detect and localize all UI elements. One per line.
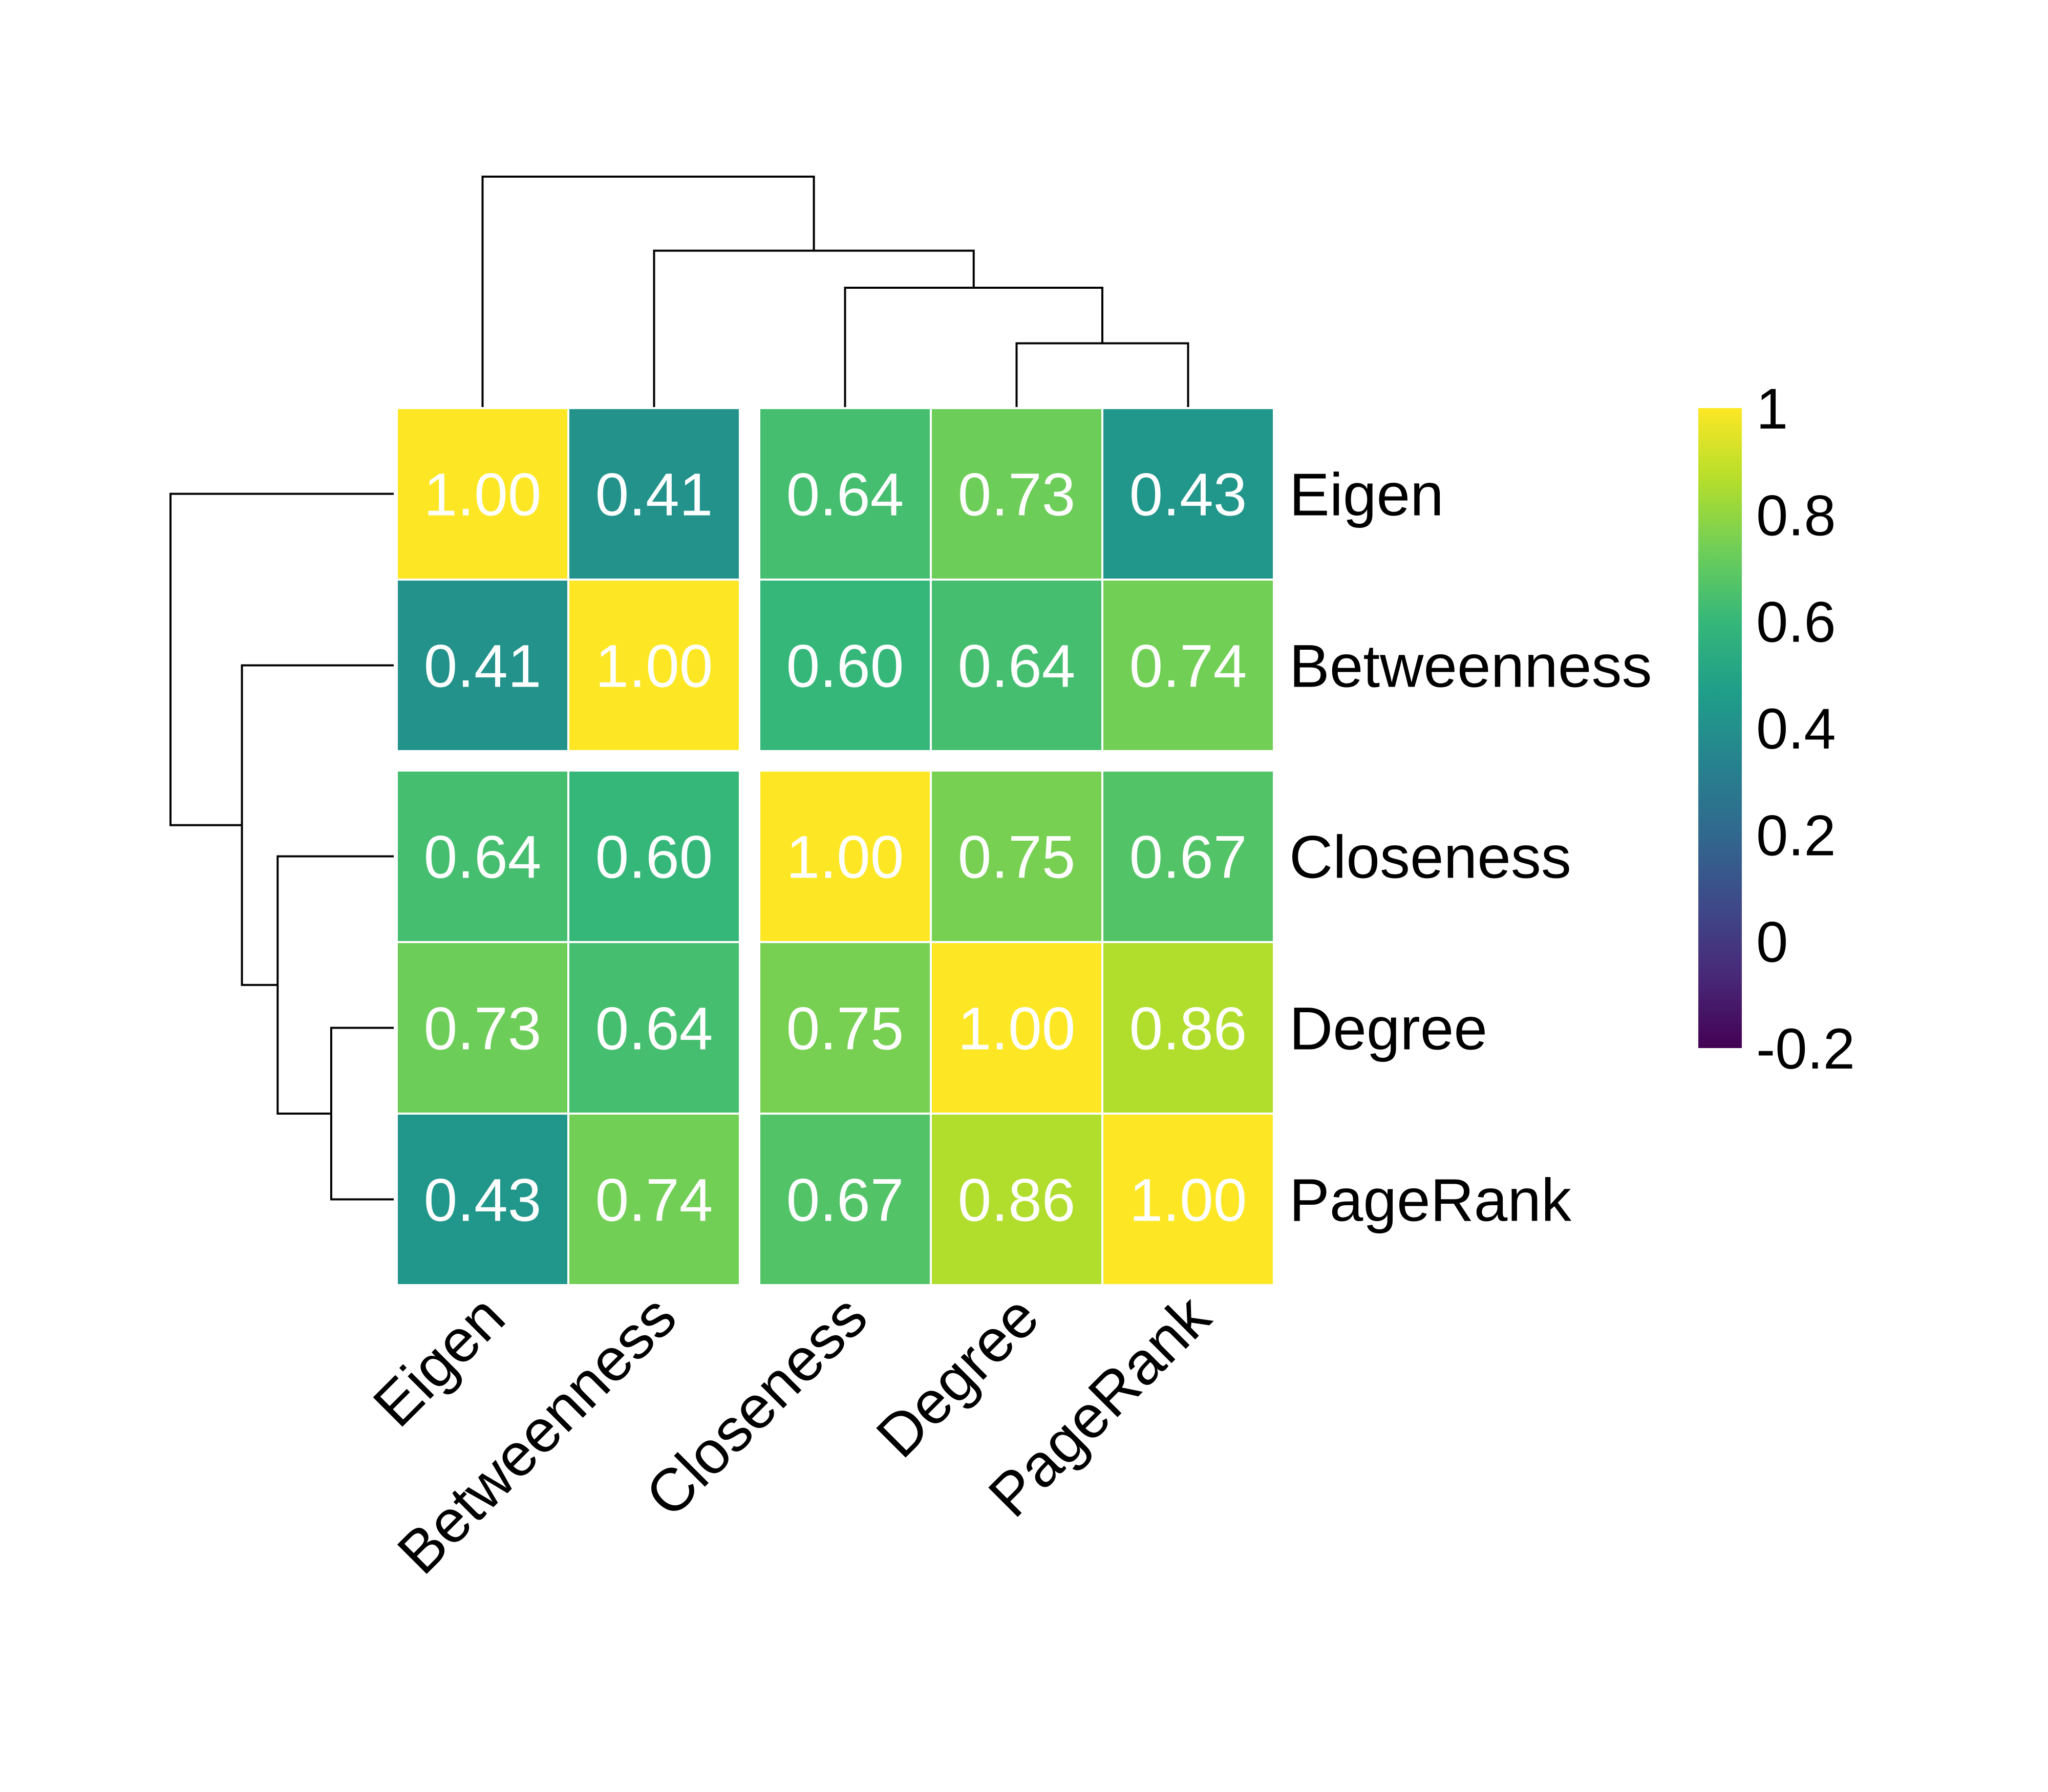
heatmap-cell [758, 1113, 932, 1286]
cell-value-label: 1.00 [958, 995, 1076, 1063]
heatmap-cell [396, 941, 569, 1115]
cell-value-label: 1.00 [1129, 1167, 1247, 1234]
cell-value-label: 0.60 [595, 824, 713, 891]
legend-tick-label: -0.2 [1756, 1017, 1855, 1081]
cell-value-label: 0.67 [1129, 824, 1247, 891]
heatmap-cell [930, 579, 1103, 752]
cell-value-label: 0.64 [424, 824, 542, 891]
cell-value-label: 0.64 [958, 633, 1076, 700]
heatmap-cell [1101, 770, 1275, 943]
column-dendrogram [481, 176, 1189, 408]
row-label: Eigen [1289, 461, 1444, 529]
heatmap-cell [1101, 407, 1275, 581]
heatmap-cell [1101, 1113, 1275, 1286]
heatmap-cell [567, 770, 741, 943]
cell-value-label: 0.43 [1129, 461, 1247, 529]
row-dendrogram-branch [330, 1027, 394, 1201]
cell-value-label: 1.00 [424, 461, 542, 529]
row-labels: Eigen Betweenness Closeness Degree PageRank [1289, 461, 1652, 1234]
heatmap-cell [930, 407, 1103, 581]
heatmap-cell [396, 579, 569, 752]
row-label: PageRank [1289, 1167, 1572, 1234]
column-dendrogram-branch [481, 176, 815, 408]
cell-value-label: 0.43 [424, 1167, 542, 1234]
heatmap-cell [930, 941, 1103, 1115]
cell-value-label: 0.74 [595, 1167, 713, 1234]
cell-value-label: 0.64 [595, 995, 713, 1063]
heatmap-cell [1101, 579, 1275, 752]
cell-value-label: 1.00 [595, 633, 713, 700]
row-dendrogram [169, 493, 394, 1201]
heatmap-cell [567, 579, 741, 752]
cell-value-label: 0.86 [1129, 995, 1247, 1063]
row-dendrogram-branch [169, 493, 394, 826]
color-legend-bar [1698, 408, 1742, 1048]
cell-value-label: 0.41 [595, 461, 713, 529]
heatmap-cell [567, 407, 741, 581]
column-dendrogram-branch [653, 249, 975, 408]
heatmap-cell [930, 770, 1103, 943]
cell-value-label: 0.64 [786, 461, 904, 529]
cell-value-label: 0.86 [958, 1167, 1076, 1234]
cell-value-label: 0.73 [958, 461, 1076, 529]
cell-value-label: 0.75 [958, 824, 1076, 891]
cell-value-label: 1.00 [786, 824, 904, 891]
legend-tick-label: 0.6 [1756, 590, 1836, 654]
column-dendrogram-branch [844, 286, 1103, 408]
cell-value-label: 0.74 [1129, 633, 1247, 700]
column-dendrogram-branch [1015, 342, 1189, 408]
heatmap-cell [758, 407, 932, 581]
legend-tick-label: 0.4 [1756, 697, 1836, 761]
row-label: Closeness [1289, 824, 1571, 891]
heatmap-cells: 1.00 0.41 0.64 0.73 0.43 0.41 1.00 0.60 0.64 0.74… [396, 407, 1275, 1286]
legend-tick-label: 1 [1756, 377, 1788, 441]
legend-tick-label: 0.8 [1756, 483, 1836, 547]
heatmap-cell [758, 941, 932, 1115]
heatmap-cell [567, 1113, 741, 1286]
heatmap-cell [1101, 941, 1275, 1115]
row-label: Betweenness [1289, 633, 1652, 700]
cell-value-label: 0.67 [786, 1167, 904, 1234]
cell-value-label: 0.41 [424, 633, 542, 700]
column-label: Eigen [360, 1283, 518, 1440]
row-dendrogram-branch [276, 855, 394, 1115]
color-legend: -0.2 0 0.2 0.4 0.6 0.8 1 [1698, 377, 1855, 1081]
heatmap-cell [567, 941, 741, 1115]
row-label: Degree [1289, 995, 1487, 1063]
row-dendrogram-branch [241, 664, 394, 986]
heatmap-cell [396, 407, 569, 581]
cell-value-label: 0.60 [786, 633, 904, 700]
legend-tick-label: 0 [1756, 910, 1788, 974]
heatmap-cell [758, 770, 932, 943]
cell-value-label: 0.73 [424, 995, 542, 1063]
cell-value-label: 0.75 [786, 995, 904, 1063]
heatmap-cell [396, 1113, 569, 1286]
heatmap-cell [758, 579, 932, 752]
legend-tick-label: 0.2 [1756, 803, 1836, 867]
